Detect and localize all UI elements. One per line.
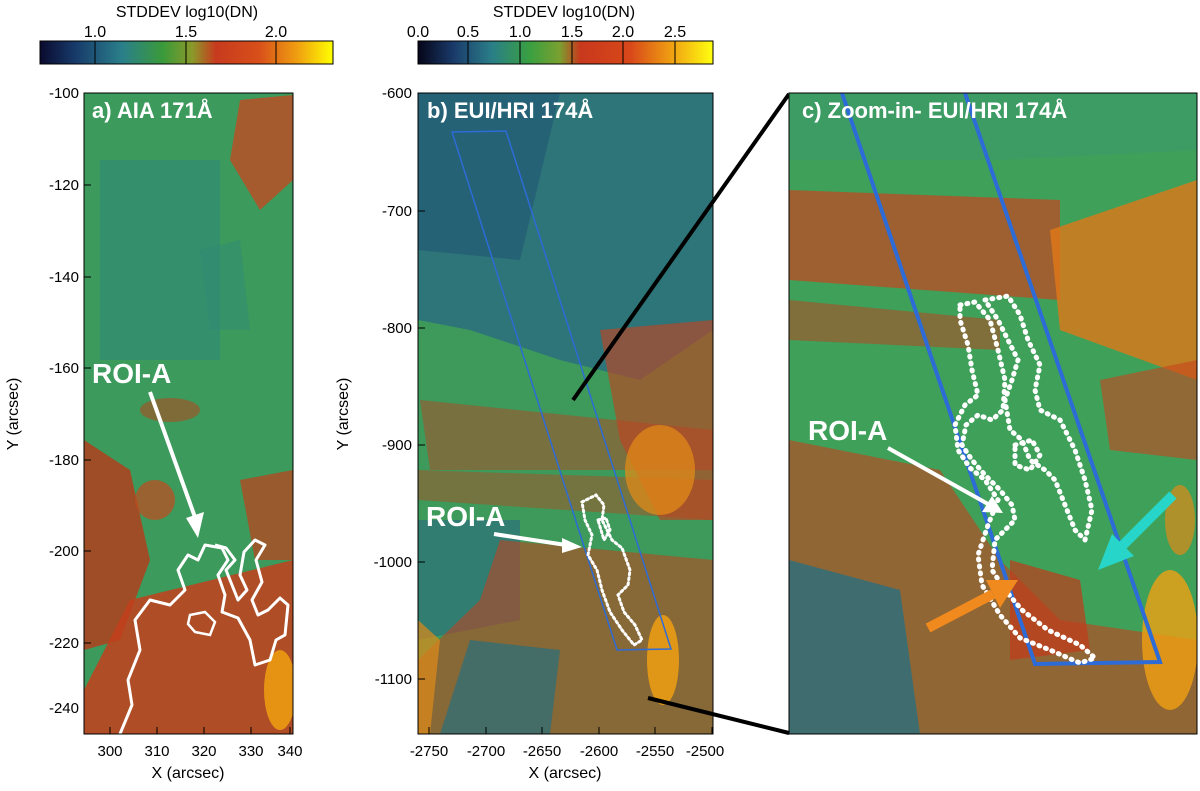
colorbar-b-label: STDDEV log10(DN) — [493, 4, 635, 21]
panel-b-ytick: -1100 — [375, 671, 412, 688]
colorbar-b-tick: 0.0 — [407, 24, 429, 41]
colorbar-b: STDDEV log10(DN) 0.0 0.5 1.0 1.5 2.0 2.5 — [407, 4, 714, 65]
panel-a-ytick: -120 — [49, 177, 79, 194]
panel-a-xtick: 340 — [277, 743, 302, 760]
panel-a-xlabel: X (arcsec) — [152, 765, 225, 782]
panel-c-orange-arrow — [925, 589, 996, 633]
panel-c-roi-contour — [952, 299, 1100, 666]
panel-b-xtick: -2550 — [636, 743, 674, 760]
colorbar-a-label: STDDEV log10(DN) — [116, 4, 258, 21]
panel-a-ytick: -100 — [49, 85, 79, 102]
colorbar-b-gradient — [417, 40, 714, 65]
panel-c-roi-arrow — [887, 446, 989, 506]
colorbar-a-tick: 2.0 — [265, 24, 287, 41]
panel-b-title: b) EUI/HRI 174Å — [427, 97, 593, 123]
colorbar-b-tick: 2.0 — [612, 24, 634, 41]
panel-b-image — [418, 93, 713, 734]
panel-b-roi-arrow — [493, 532, 567, 547]
panel-c-cyan-arrow — [1118, 491, 1177, 550]
panel-b-selection-box — [450, 130, 673, 651]
panel-a-title: a) AIA 171Å — [92, 97, 213, 123]
panel-b-xtick: -2750 — [410, 743, 448, 760]
panel-b-xlabel: X (arcsec) — [529, 765, 602, 782]
panel-c-title: c) Zoom-in- EUI/HRI 174Å — [802, 97, 1067, 123]
colorbar-b-tick: 2.5 — [664, 24, 686, 41]
panel-a-ylabel: Y (arcsec) — [5, 378, 22, 451]
zoom-connector-bottom — [647, 696, 790, 735]
panel-a-ytick: -200 — [49, 543, 79, 560]
panel-a-xtick: 320 — [191, 743, 216, 760]
panel-c-selection-box — [840, 93, 1163, 667]
panel-c-image — [789, 93, 1197, 734]
panel-a-xtick: 310 — [144, 743, 169, 760]
colorbar-b-tick: 1.5 — [561, 24, 583, 41]
panel-b-ytick: -800 — [382, 320, 412, 337]
panel-b-ytick: -700 — [382, 203, 412, 220]
panel-a-ytick: -180 — [49, 452, 79, 469]
colorbar-b-tick: 1.0 — [509, 24, 531, 41]
colorbar-a-tick: 1.0 — [84, 24, 106, 41]
panel-a-ytick: -160 — [49, 360, 79, 377]
colorbar-b-tick: 0.5 — [457, 24, 479, 41]
panel-b-xtick: -2500 — [686, 743, 724, 760]
panel-a-xtick: 330 — [238, 743, 263, 760]
panel-a-roi-label: ROI-A — [92, 358, 171, 389]
panel-b-ytick: -600 — [382, 85, 412, 102]
colorbar-a-tick: 1.5 — [175, 24, 197, 41]
panel-a: a) AIA 171Å ROI-A -100 -120 -140 -160 -1… — [5, 85, 303, 782]
zoom-connector-top — [571, 92, 791, 402]
panel-b-xtick: -2700 — [467, 743, 505, 760]
panel-a-image — [84, 93, 293, 734]
panel-c: c) Zoom-in- EUI/HRI 174Å ROI-A — [788, 92, 1198, 735]
panel-a-ytick: -140 — [49, 269, 79, 286]
panel-b-xtick: -2600 — [580, 743, 618, 760]
panel-b-roi-contour — [580, 493, 644, 647]
panel-a-roi-arrow — [148, 391, 198, 521]
panel-c-roi-label: ROI-A — [808, 415, 887, 446]
panel-b-xtick: -2650 — [523, 743, 561, 760]
panel-b-ylabel: Y (arcsec) — [335, 378, 352, 451]
panel-b-ytick: -1000 — [374, 554, 412, 571]
panel-b-roi-label: ROI-A — [426, 501, 505, 532]
panel-b-ytick: -900 — [382, 437, 412, 454]
panel-a-xtick: 300 — [97, 743, 122, 760]
panel-a-ytick: -240 — [49, 700, 79, 717]
panel-a-roi-contour — [118, 538, 290, 734]
panel-b: b) EUI/HRI 174Å ROI-A -600 -700 -800 -90… — [335, 85, 724, 782]
panel-a-ytick: -220 — [49, 635, 79, 652]
colorbar-a: STDDEV log10(DN) 1.0 1.5 2.0 — [39, 4, 334, 65]
